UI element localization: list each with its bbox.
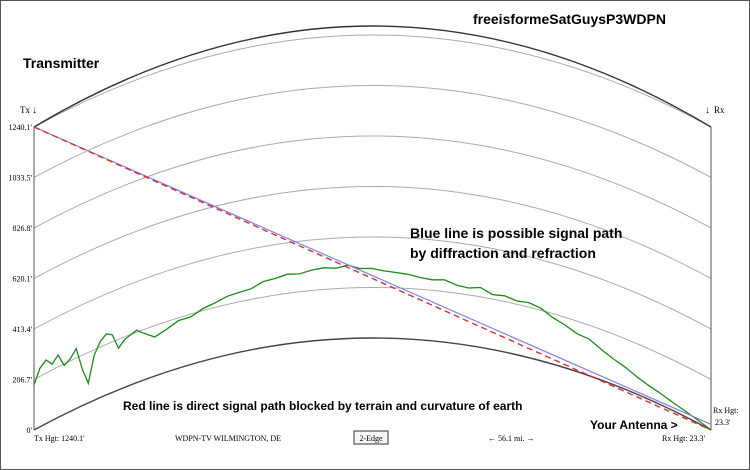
grid-arc <box>33 135 712 229</box>
station-name: WDPN-TV WILMINGTON, DE <box>175 434 281 443</box>
rx-label: Rx <box>714 105 725 115</box>
y-tick-label: 413.4' <box>13 325 33 334</box>
watermark-text: freeisformeSatGuysP3WDPN <box>473 11 666 27</box>
y-tick-label: 1033.5' <box>9 173 33 182</box>
distance-label: ← 56.1 mi. → <box>488 434 534 443</box>
tx-hgt-footer: Tx Hgt: 1240.1' <box>34 434 85 443</box>
grid-arcs <box>33 25 712 431</box>
rx-down-arrow-icon: ↓ <box>705 105 710 116</box>
rx-hgt-footer: Rx Hgt: 23.3' <box>662 434 706 443</box>
edge-button-frame[interactable] <box>353 430 389 445</box>
rx-hgt-label: Rx Hgt: <box>713 406 739 415</box>
y-tick-labels: 1240.1' 1033.5' 826.8' 620.1' 413.4' 206.7' 0' <box>9 123 33 435</box>
y-tick-label: 826.8' <box>13 224 33 233</box>
direct-path-line <box>33 126 712 431</box>
y-tick-label: 1240.1' <box>9 123 33 132</box>
edge-button[interactable]: 2-Edge <box>353 430 389 445</box>
terrain-profile-line <box>33 264 712 431</box>
grid-arc <box>33 236 712 330</box>
grid-arc <box>33 34 712 128</box>
transmitter-label: Transmitter <box>23 55 100 71</box>
blue-line-note-2: by diffraction and refraction <box>410 245 596 261</box>
tx-label: Tx <box>20 105 30 115</box>
grid-arc <box>33 337 712 431</box>
grid-arc <box>33 84 712 178</box>
diffraction-path-line <box>33 126 712 425</box>
rx-hgt-value: 23.3' <box>715 418 731 427</box>
grid-arc <box>33 185 712 279</box>
y-tick-label: 620.1' <box>13 274 33 283</box>
your-antenna-label: Your Antenna > <box>590 418 678 432</box>
y-tick-label: 0' <box>27 426 33 435</box>
outer-arc <box>33 25 712 128</box>
y-tick-label: 206.7' <box>13 375 33 384</box>
tx-down-arrow-icon: ↓ <box>32 105 37 116</box>
blue-line-note-1: Blue line is possible signal path <box>410 225 622 241</box>
red-line-note: Red line is direct signal path blocked b… <box>123 399 522 413</box>
edge-button-label[interactable]: 2-Edge <box>359 434 383 443</box>
